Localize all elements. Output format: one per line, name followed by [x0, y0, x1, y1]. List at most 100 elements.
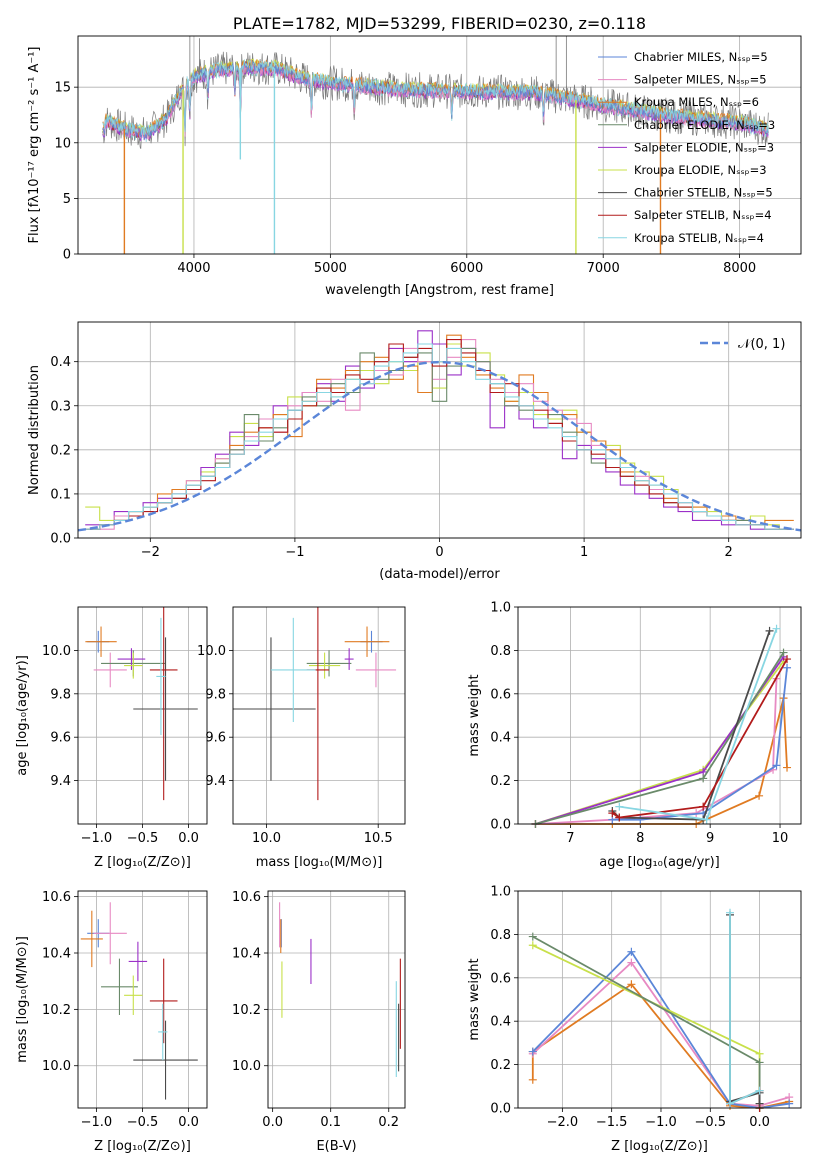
mass-vs-z-frame — [77, 890, 208, 1109]
spectrum-legend-label: Salpeter STELIB, Nₛₛₚ=4 — [634, 208, 772, 222]
weight-vs-age-marker — [765, 626, 774, 635]
spectrum-legend-label: Kroupa STELIB, Nₛₛₚ=4 — [634, 231, 764, 245]
weight-vs-age-marker — [783, 663, 792, 672]
residuals-xtick-label: 2 — [725, 545, 733, 560]
age-vs-z-ytick-label: 9.4 — [50, 774, 71, 789]
weight-vs-age-line — [535, 656, 785, 825]
residuals-ytick-label: 0.0 — [50, 532, 71, 547]
age-vs-mass-xlabel: mass [log₁₀(M/M⊙)] — [256, 855, 383, 870]
weight-vs-age-line — [535, 652, 785, 825]
mass-vs-ebv-xtick-label: 0.0 — [262, 1115, 283, 1130]
spectrum-legend-label: Chabrier MILES, Nₛₛₚ=5 — [634, 50, 768, 64]
mass-vs-ebv-ytick-label: 10.0 — [232, 1059, 261, 1074]
weight-vs-age-lines — [531, 624, 792, 828]
mass-vs-z-ytick-label: 10.6 — [42, 890, 71, 905]
residuals-gaussian-curve — [78, 360, 801, 532]
weight-vs-age-marker — [699, 802, 708, 811]
mass-vs-ebv-xtick-label: 0.2 — [378, 1115, 399, 1130]
mass-vs-ebv-points — [279, 902, 401, 1077]
mass-vs-ebv-xtick-label: 0.1 — [320, 1115, 341, 1130]
weight-vs-age-ytick-label: 0.4 — [490, 731, 511, 746]
weight-vs-age-ytick-label: 0.6 — [490, 687, 511, 702]
weight-vs-age-ytick-label: 0.2 — [490, 774, 511, 789]
weight-vs-z-frame — [517, 890, 802, 1109]
residuals-ytick-label: 0.2 — [50, 443, 71, 458]
weight-vs-z-marker — [528, 932, 537, 941]
weight-vs-age-marker — [615, 813, 624, 822]
weight-vs-age-marker — [772, 761, 781, 770]
spectrum-model-line — [102, 58, 769, 136]
spectrum-ytick-label: 0 — [63, 248, 71, 263]
residuals-xlabel: (data-model)/error — [379, 567, 500, 582]
age-vs-z-xlabel: Z [log₁₀(Z/Z⊙)] — [94, 855, 191, 870]
weight-vs-age-marker — [772, 624, 781, 633]
residuals-ytick-label: 0.3 — [50, 399, 71, 414]
residuals-histograms — [78, 330, 801, 532]
weight-vs-age-line — [611, 658, 788, 819]
age-vs-z-xtick-label: −0.5 — [127, 831, 159, 846]
age-vs-mass-points — [233, 607, 397, 801]
weight-vs-age-marker — [779, 648, 788, 657]
weight-vs-age-ytick-label: 1.0 — [490, 601, 511, 616]
weight-vs-z-xtick-label: −0.5 — [694, 1115, 726, 1130]
weight-vs-age-xtick-label: 10 — [772, 831, 789, 846]
spectrum-legend-label: Salpeter MILES, Nₛₛₚ=5 — [634, 73, 767, 87]
mass-vs-ebv-frame — [267, 890, 406, 1109]
weight-vs-z-xtick-label: 0.0 — [749, 1115, 770, 1130]
weight-vs-age-ylabel: mass weight — [467, 674, 482, 756]
weight-vs-age-frame — [517, 606, 802, 825]
spectrum-ytick-label: 5 — [63, 192, 71, 207]
mass-vs-ebv-ytick-label: 10.2 — [232, 1003, 261, 1018]
weight-vs-age-marker — [702, 815, 711, 824]
spectrum-ylabel: Flux [fλ10⁻¹⁷ erg cm⁻² s⁻¹ A⁻¹] — [27, 47, 42, 244]
weight-vs-age-marker — [783, 655, 792, 664]
residuals-frame — [77, 321, 802, 539]
residuals-ytick-label: 0.1 — [50, 487, 71, 502]
spectrum-ytick-label: 10 — [54, 136, 71, 151]
mass-vs-ebv-xlabel: E(B-V) — [316, 1139, 356, 1154]
weight-vs-age-marker — [755, 791, 764, 800]
age-vs-mass-ytick-label: 9.6 — [205, 731, 226, 746]
age-vs-mass-frame — [232, 606, 406, 825]
age-vs-z-ytick-label: 9.8 — [50, 687, 71, 702]
age-vs-z-frame — [77, 606, 208, 825]
weight-vs-age-xtick-label: 9 — [706, 831, 714, 846]
weight-vs-z-ylabel: mass weight — [467, 958, 482, 1040]
weight-vs-z-xtick-label: −1.0 — [645, 1115, 677, 1130]
spectrum-xlabel: wavelength [Angstrom, rest frame] — [325, 283, 554, 298]
mass-vs-ebv-ytick-label: 10.4 — [232, 947, 261, 962]
spectrum-legend-label: Kroupa ELODIE, Nₛₛₚ=3 — [634, 163, 767, 177]
mass-vs-z-ytick-label: 10.2 — [42, 1003, 71, 1018]
residuals-xtick-label: 0 — [435, 545, 443, 560]
weight-vs-age-marker — [636, 815, 645, 824]
age-vs-mass-ytick-label: 10.0 — [197, 644, 226, 659]
weight-vs-z-marker — [528, 1075, 537, 1084]
weight-vs-z-ytick-label: 0.2 — [490, 1058, 511, 1073]
spectrum-legend-label: Salpeter ELODIE, Nₛₛₚ=3 — [634, 140, 774, 154]
weight-vs-z-marker — [755, 1099, 764, 1108]
weight-vs-age-marker — [615, 802, 624, 811]
weight-vs-z-line — [729, 914, 761, 1104]
mass-vs-ebv-ytick-label: 10.6 — [232, 890, 261, 905]
mass-vs-z-xtick-label: −1.0 — [81, 1115, 113, 1130]
age-vs-mass-ytick-label: 9.4 — [205, 774, 226, 789]
spectrum-lines — [102, 36, 769, 254]
weight-vs-z-marker — [528, 941, 537, 950]
age-vs-z-points — [85, 607, 198, 801]
weight-vs-age-xlabel: age [log₁₀(age/yr)] — [599, 855, 720, 870]
weight-vs-z-ytick-label: 0.8 — [490, 928, 511, 943]
mass-vs-z-ylabel: mass [log₁₀(M/M⊙)] — [15, 936, 30, 1063]
weight-vs-z-xtick-label: −1.5 — [596, 1115, 628, 1130]
residuals-legend-label: 𝒩(0, 1) — [738, 337, 785, 352]
mass-vs-z-ytick-label: 10.0 — [42, 1059, 71, 1074]
weight-vs-z-ytick-label: 1.0 — [490, 885, 511, 900]
weight-vs-z-ytick-label: 0.4 — [490, 1015, 511, 1030]
spectrum-legend-label: Kroupa MILES, Nₛₛₚ=6 — [634, 95, 759, 109]
weight-vs-z-lines — [528, 908, 794, 1112]
weight-vs-z-marker — [528, 1047, 537, 1056]
spectrum-title: PLATE=1782, MJD=53299, FIBERID=0230, z=0… — [233, 14, 646, 33]
weight-vs-z-marker — [785, 1099, 794, 1108]
weight-vs-z-ytick-label: 0.0 — [490, 1102, 511, 1117]
weight-vs-z-marker — [755, 1086, 764, 1095]
spectrum-xtick-label: 4000 — [177, 261, 210, 276]
